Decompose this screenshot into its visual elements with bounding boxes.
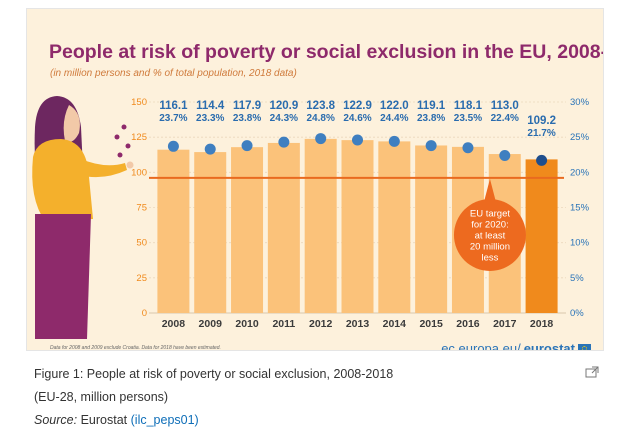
right-axis-tick: 25%: [570, 132, 590, 143]
right-axis: 0% 5% 10% 15% 20% 25% 30%: [570, 97, 590, 319]
dot-2009: [204, 143, 216, 155]
source-value: Eurostat: [80, 413, 128, 427]
left-axis-tick: 125: [131, 132, 147, 143]
callout-pointer: [483, 178, 496, 202]
year-label-2011: 2011: [272, 318, 295, 330]
value-label-2009: 114.4: [196, 100, 225, 112]
percent-label-2008: 23.7%: [159, 113, 187, 124]
dot-2014: [388, 135, 400, 147]
year-label-2016: 2016: [456, 318, 480, 330]
left-axis-tick: 50: [136, 238, 147, 249]
percent-label-2016: 23.5%: [454, 113, 482, 124]
dot-2018: [536, 154, 548, 166]
caption-source: Source: Eurostat (ilc_peps01): [34, 409, 594, 432]
callout-line: for 2020:: [471, 220, 509, 231]
caption-title: Figure 1: People at risk of poverty or s…: [34, 367, 394, 381]
left-axis: 0 25 50 75 100 125 150: [131, 97, 147, 319]
bar-2010: [231, 147, 264, 313]
callout-line: EU target: [470, 209, 510, 220]
dot-2013: [352, 134, 363, 146]
year-label-2015: 2015: [419, 318, 443, 330]
logo-prefix: ec.europa.eu/: [441, 341, 521, 351]
right-axis-tick: 0%: [570, 308, 584, 319]
percent-label-2013: 24.6%: [343, 113, 371, 124]
caption-unit: (EU-28, million persons): [34, 390, 169, 404]
year-label-2014: 2014: [383, 318, 407, 330]
bar-2008: [157, 149, 190, 313]
logo-brand: eurostat: [523, 341, 575, 351]
right-axis-tick: 10%: [570, 238, 590, 249]
bar-2015: [415, 145, 448, 313]
expand-icon[interactable]: [585, 366, 599, 378]
year-label-2018: 2018: [530, 318, 554, 330]
value-label-2016: 118.1: [454, 100, 483, 112]
value-label-2017: 113.0: [491, 100, 519, 112]
dot-2015: [425, 140, 437, 152]
percent-label-2014: 24.4%: [380, 113, 408, 124]
percent-dots: [167, 133, 548, 166]
right-axis-tick: 30%: [570, 97, 590, 108]
left-axis-tick: 150: [131, 97, 147, 108]
value-label-2008: 116.1: [159, 100, 188, 112]
woman-illustration: [32, 96, 134, 339]
chart-figure: 0 25 50 75 100 125 150 0% 5% 10% 15% 20% 25% 30% 200…: [26, 8, 604, 351]
callout-bubble: [453, 199, 526, 271]
value-label-2011: 120.9: [269, 100, 298, 112]
bar-2013: [341, 140, 374, 313]
dot-2008: [167, 140, 179, 152]
chart-title: People at risk of poverty or social excl…: [49, 41, 604, 63]
value-label-2015: 119.1: [417, 100, 446, 112]
percent-label-2009: 23.3%: [196, 113, 224, 124]
bar-2011: [267, 142, 300, 313]
percent-label-2017: 22.4%: [491, 113, 519, 124]
percent-label-2012: 24.8%: [307, 113, 335, 124]
left-axis-tick: 75: [136, 203, 147, 214]
callout-line: at least: [475, 231, 506, 242]
left-axis-tick: 100: [131, 167, 147, 178]
left-axis-tick: 25: [136, 273, 147, 284]
data-labels: 2008 2009 2010 2011 2012 2013 2014 2015 2016 2017…: [159, 100, 556, 330]
callout-line: less: [482, 253, 499, 264]
bar-2014: [378, 141, 411, 313]
dot-2012: [315, 133, 327, 145]
right-axis-tick: 5%: [570, 273, 584, 284]
figure-caption: Figure 1: People at risk of poverty or s…: [34, 363, 594, 432]
dot-2016: [462, 142, 474, 154]
year-label-2010: 2010: [235, 318, 259, 330]
source-label: Source:: [34, 413, 78, 427]
value-label-2018: 109.2: [527, 115, 556, 127]
year-label-2017: 2017: [493, 318, 517, 330]
value-label-2014: 122.0: [380, 100, 409, 112]
eu-flag-icon: [578, 344, 591, 350]
year-label-2013: 2013: [346, 318, 370, 330]
right-axis-tick: 20%: [570, 167, 590, 178]
year-label-2009: 2009: [199, 318, 223, 330]
percent-label-2011: 24.3%: [270, 113, 298, 124]
source-link[interactable]: (ilc_peps01): [130, 413, 199, 427]
bar-2012: [304, 138, 337, 313]
value-label-2012: 123.8: [306, 100, 335, 112]
year-label-2012: 2012: [309, 318, 333, 330]
dot-2010: [241, 140, 253, 152]
value-label-2013: 122.9: [343, 100, 372, 112]
year-label-2008: 2008: [162, 318, 186, 330]
chart-subtitle: (in million persons and % of total popul…: [50, 68, 297, 79]
chart-canvas: 0 25 50 75 100 125 150 0% 5% 10% 15% 20% 25% 30% 200…: [32, 96, 590, 339]
dot-2011: [278, 136, 290, 148]
dot-2017: [499, 149, 511, 161]
right-axis-tick: 15%: [570, 203, 590, 214]
percent-label-2010: 23.8%: [233, 113, 261, 124]
bar-2018: [525, 159, 558, 313]
value-label-2010: 117.9: [233, 100, 261, 112]
eurostat-logo[interactable]: ec.europa.eu/eurostat: [441, 341, 591, 351]
percent-label-2018: 21.7%: [527, 128, 555, 139]
left-axis-tick: 0: [142, 308, 147, 319]
percent-label-2015: 23.8%: [417, 113, 445, 124]
chart-footnote: Data for 2008 and 2009 exclude Croatia. …: [50, 345, 221, 351]
bar-2009: [194, 152, 227, 313]
callout-line: 20 million: [470, 242, 510, 253]
